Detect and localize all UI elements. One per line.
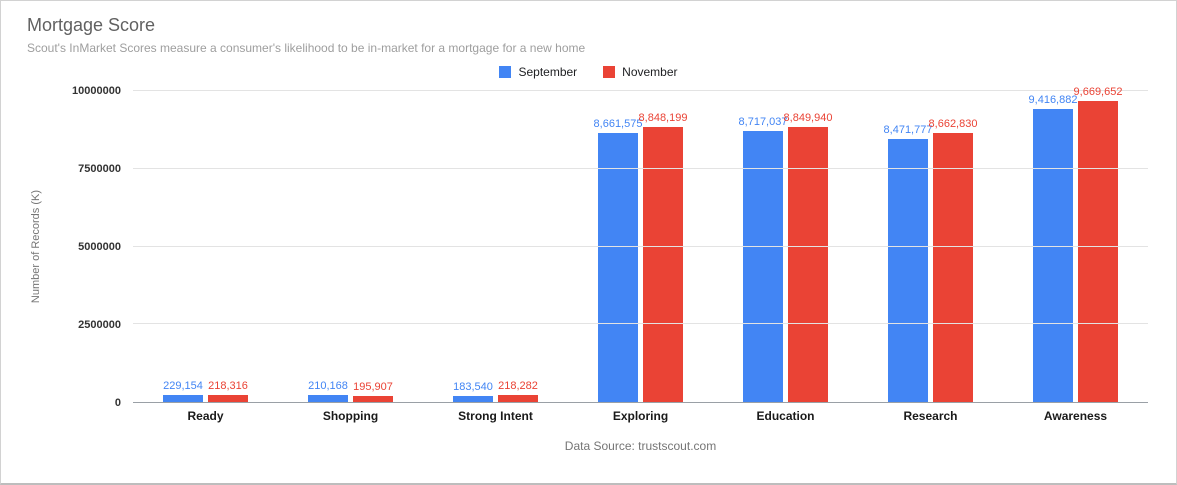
bar-value-label: 8,661,575	[593, 117, 643, 130]
bar-value-label: 9,669,652	[1073, 86, 1123, 99]
bar-september: 8,471,777	[884, 124, 932, 402]
legend-swatch	[603, 66, 616, 78]
y-axis-title: Number of Records (K)	[30, 190, 42, 304]
bar-value-label: 8,662,830	[928, 117, 978, 130]
bar-value-label: 8,848,199	[638, 111, 688, 124]
bar-september: 183,540	[453, 381, 493, 402]
y-axis-tick: 0	[114, 397, 121, 409]
legend-label: September	[518, 65, 578, 79]
y-axis-tick: 5000000	[78, 241, 121, 253]
bar-september: 210,168	[308, 380, 348, 402]
bar-group-awareness: 9,416,882 9,669,652	[1003, 86, 1148, 402]
bar-september: 229,154	[163, 380, 203, 402]
bar-november: 218,282	[498, 380, 538, 402]
x-axis-category-label: Exploring	[612, 409, 669, 423]
y-axis-ticks: 0 2500000 5000000 7500000 10000000	[51, 85, 127, 409]
x-axis-category-label: Strong Intent	[458, 409, 533, 423]
bar-november: 9,669,652	[1074, 86, 1122, 402]
bar-value-label: 183,540	[453, 381, 493, 394]
chart-subtitle: Scout's InMarket Scores measure a consum…	[27, 41, 586, 55]
bar-september: 8,717,037	[739, 116, 787, 402]
gridline	[133, 167, 1148, 169]
x-axis-category-label: Awareness	[1043, 409, 1108, 423]
legend-item-september: September	[499, 65, 577, 79]
x-axis-category-labels: Ready Shopping Strong Intent Exploring Educa…	[133, 409, 1148, 423]
gridline	[133, 323, 1148, 325]
bar-group-research: 8,471,777 8,662,830	[858, 91, 1003, 402]
bar-value-label: 195,907	[353, 380, 393, 393]
bar-value-label: 8,471,777	[883, 123, 933, 136]
bar-group-ready: 229,154 218,316	[133, 91, 278, 402]
x-axis-category-label: Education	[756, 409, 815, 423]
plot-grid: Number of Records (K) 0 2500000 5000000 750…	[27, 85, 1148, 453]
bar-group-exploring: 8,661,575 8,848,199	[568, 91, 713, 402]
bar-group-shopping: 210,168 195,907	[278, 91, 423, 402]
bar-value-label: 218,316	[208, 380, 248, 393]
bar-value-label: 8,849,940	[783, 111, 833, 124]
chart-title: Mortgage Score	[27, 15, 156, 35]
bar-group-strong-intent: 183,540 218,282	[423, 91, 568, 402]
bar-november: 8,848,199	[639, 112, 687, 402]
bar-value-label: 8,717,037	[738, 115, 788, 128]
bar-value-label: 218,282	[498, 380, 538, 393]
bar-november: 218,316	[208, 380, 248, 402]
legend-swatch	[499, 66, 512, 78]
legend-item-november: November	[603, 65, 678, 79]
gridline	[133, 245, 1148, 247]
bars-row: 229,154 218,316 210,168 195,907 183,540 218,2…	[133, 86, 1148, 402]
y-axis-title-column: Number of Records (K)	[27, 91, 45, 403]
x-axis-title: Data Source: trustscout.com	[564, 439, 717, 453]
legend-label: November	[622, 65, 678, 79]
x-axis-category-label: Research	[903, 409, 958, 423]
x-axis-category-label: Ready	[187, 409, 224, 423]
bar-september: 9,416,882	[1029, 94, 1077, 402]
plot-area: 229,154 218,316 210,168 195,907 183,540 218,2…	[133, 86, 1148, 403]
bar-september: 8,661,575	[594, 118, 642, 402]
legend: September November	[27, 65, 1150, 79]
y-axis-tick: 10000000	[72, 85, 121, 97]
y-axis-tick: 7500000	[78, 163, 121, 175]
bar-value-label: 9,416,882	[1028, 94, 1078, 107]
bar-value-label: 229,154	[163, 379, 203, 392]
bar-november: 195,907	[353, 381, 393, 402]
x-axis-category-label: Shopping	[322, 409, 379, 423]
chart-container: Mortgage Score Scout's InMarket Scores m…	[1, 1, 1176, 459]
gridline	[133, 90, 1148, 91]
bar-november: 8,662,830	[929, 118, 977, 402]
bar-value-label: 210,168	[308, 380, 348, 393]
bar-november: 8,849,940	[784, 112, 832, 402]
bar-group-education: 8,717,037 8,849,940	[713, 91, 858, 402]
y-axis-tick: 2500000	[78, 319, 121, 331]
